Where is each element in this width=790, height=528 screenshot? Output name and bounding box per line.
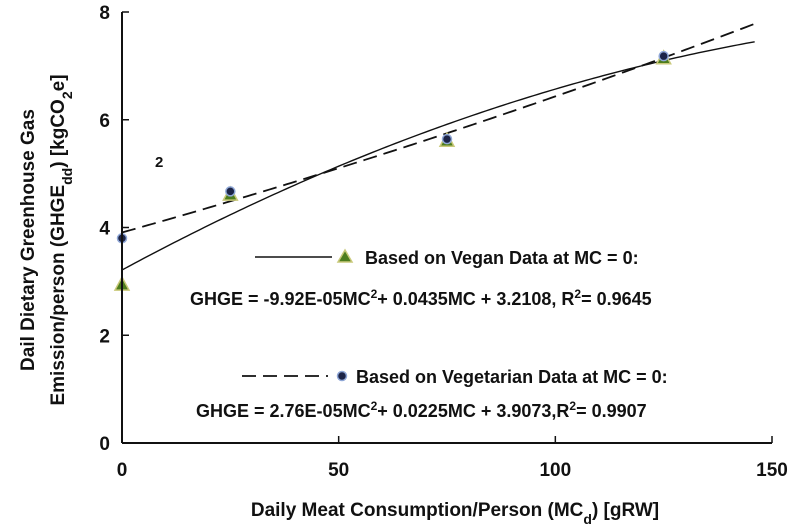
y-tick-label: 8: [99, 3, 110, 24]
x-tick-label: 100: [539, 460, 571, 481]
y-axis-title-line2: Emission/person (GHGEdd) [kgCO2e]: [48, 74, 75, 405]
stray-label: 2: [155, 154, 163, 171]
x-tick-label: 50: [328, 460, 349, 481]
y-tick-label: 2: [99, 326, 110, 347]
y-tick-label: 6: [99, 111, 110, 132]
x-tick-label: 150: [756, 460, 788, 481]
y-tick-label: 0: [99, 434, 110, 455]
legend-entry-vegan: Based on Vegan Data at MC = 0: GHGE = -9…: [190, 248, 652, 309]
x-tick-label: 0: [117, 460, 128, 481]
y-axis-title-line1: Dail Dietary Greenhouse Gas: [18, 109, 39, 371]
legend-triangle-marker: [336, 248, 354, 263]
vegetarian-point: [658, 50, 669, 62]
equation-vegan: GHGE = -9.92E-05MC2+ 0.0435MC + 3.2108, …: [190, 287, 652, 309]
vegetarian-point: [225, 186, 236, 197]
legend-circle-marker: [336, 370, 348, 382]
legend-label-vegan: Based on Vegan Data at MC = 0:: [365, 248, 639, 268]
fit-line-vegan: [121, 41, 755, 271]
fit-line-vegetarian: [121, 22, 755, 234]
legend-label-vegetarian: Based on Vegetarian Data at MC = 0:: [356, 367, 668, 387]
x-axis-title: Daily Meat Consumption/Person (MCd) [gRW…: [251, 500, 659, 527]
y-axis-title: Dail Dietary Greenhouse Gas Emission/per…: [18, 74, 75, 405]
axes: 0 2 4 6 8 0 50 100 150: [99, 3, 787, 481]
legend: Based on Vegan Data at MC = 0: GHGE = -9…: [190, 248, 668, 421]
vegetarian-point: [441, 133, 453, 145]
legend-entry-vegetarian: Based on Vegetarian Data at MC = 0: GHGE…: [196, 367, 668, 421]
y-tick-label: 4: [99, 219, 110, 240]
equation-vegetarian: GHGE = 2.76E-05MC2+ 0.0225MC + 3.9073,R2…: [196, 399, 647, 421]
